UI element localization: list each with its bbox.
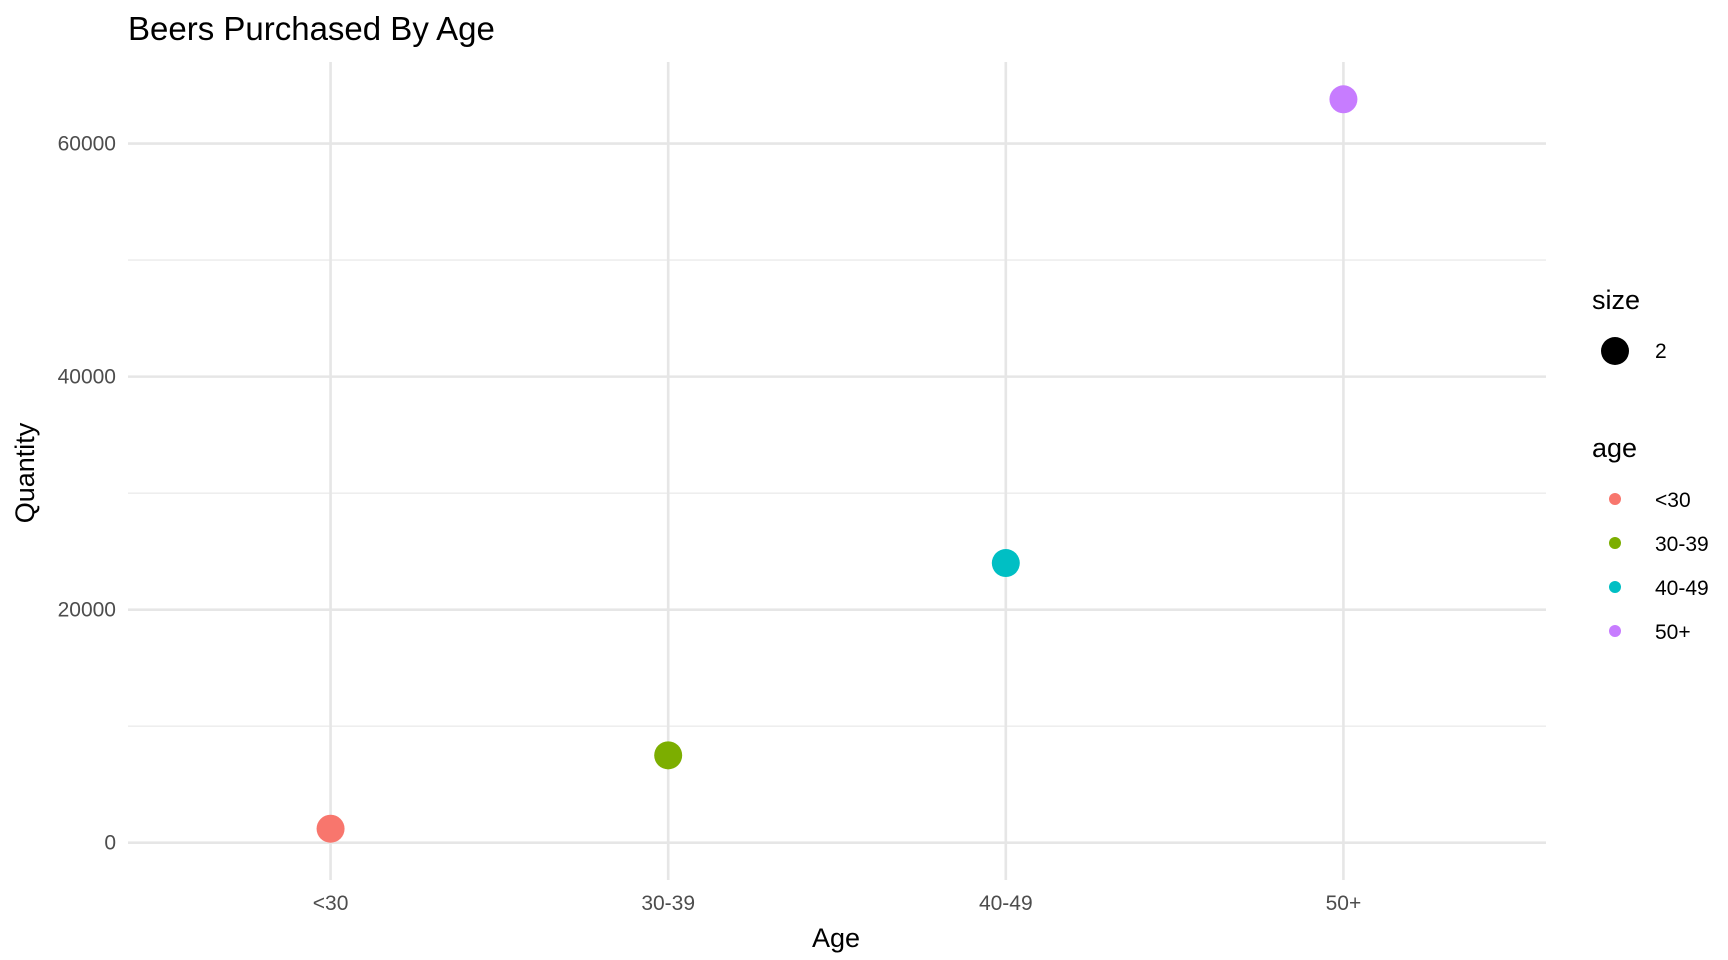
data-point [1329,85,1358,114]
x-tick-label: <30 [313,892,349,915]
legend-age-label: 50+ [1655,621,1691,644]
chart-title: Beers Purchased By Age [128,10,495,47]
y-tick-label: 20000 [58,599,116,622]
point-layer [316,85,1358,843]
legend-age: age <30 30-39 40-49 50+ [1592,433,1709,644]
data-point [316,814,345,843]
legend-age-key [1609,537,1621,549]
legend-age-label: 30-39 [1655,533,1709,556]
data-point [654,741,683,770]
grid-layer [128,62,1546,880]
legend-size-title: size [1592,285,1640,315]
legend-age-key [1609,493,1621,505]
legend-age-key [1609,581,1621,593]
x-tick-label: 50+ [1326,892,1362,915]
legend-size: size 2 [1592,285,1667,365]
legend-age-items: <30 30-39 40-49 50+ [1609,489,1709,644]
legend-age-label: <30 [1655,489,1691,512]
legend-age-key [1609,625,1621,637]
legend-size-key [1601,337,1629,365]
legend-age-label: 40-49 [1655,577,1709,600]
y-axis-title: Quantity [10,422,40,523]
x-tick-label: 30-39 [641,892,695,915]
x-axis-title: Age [812,923,860,953]
y-tick-label: 40000 [58,366,116,389]
y-tick-label: 0 [104,832,116,855]
x-tick-label: 40-49 [979,892,1033,915]
legend-age-title: age [1592,433,1637,463]
data-point [991,549,1020,578]
legend-size-label: 2 [1655,340,1667,363]
tick-layer: 0 20000 40000 60000 <30 30-39 40-49 50+ [58,133,1362,915]
y-tick-label: 60000 [58,133,116,156]
